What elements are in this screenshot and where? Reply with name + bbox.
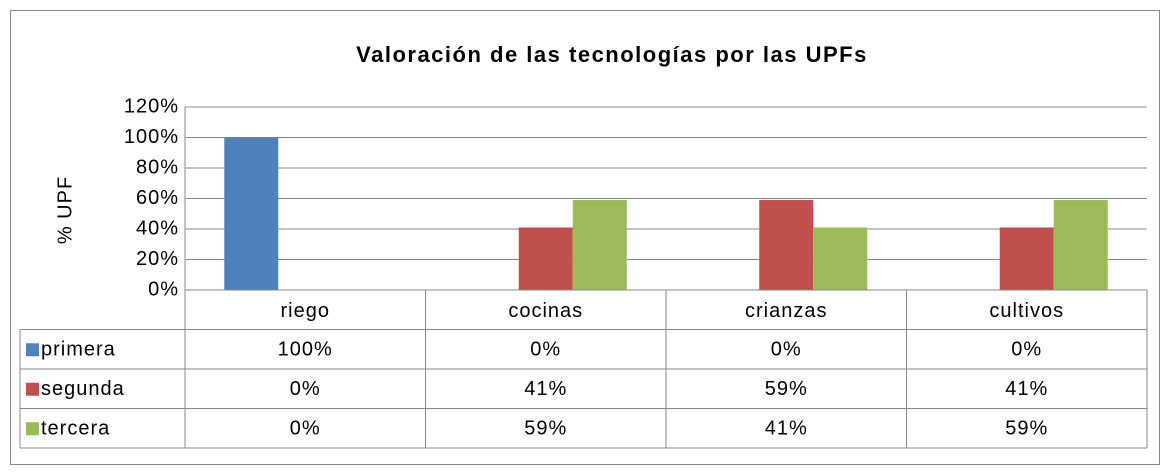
legend-key xyxy=(26,382,39,396)
data-label: 0% xyxy=(1011,339,1042,361)
x-tick-label: cultivos xyxy=(989,300,1064,322)
bar xyxy=(572,200,627,290)
bar xyxy=(759,200,814,290)
legend-label: segunda xyxy=(41,378,125,400)
legend-label: tercera xyxy=(41,418,110,440)
x-tick-label: cocinas xyxy=(508,300,583,322)
data-label: 41% xyxy=(1005,378,1048,400)
legend-label: primera xyxy=(41,339,116,361)
y-tick-label: 60% xyxy=(136,187,179,209)
bar xyxy=(1053,200,1108,290)
data-label: 41% xyxy=(524,378,567,400)
data-label: 100% xyxy=(278,339,333,361)
y-tick-label: 20% xyxy=(136,248,179,270)
data-label: 59% xyxy=(765,378,808,400)
x-tick-label: riego xyxy=(281,300,330,322)
bar xyxy=(813,227,868,290)
legend-key xyxy=(26,422,39,436)
data-label: 59% xyxy=(1005,418,1048,440)
y-tick-label: 40% xyxy=(136,217,179,239)
data-label: 0% xyxy=(530,339,561,361)
y-tick-label: 100% xyxy=(124,126,179,148)
data-label: 0% xyxy=(290,378,321,400)
legend-key xyxy=(26,343,39,357)
y-tick-label: 120% xyxy=(124,95,179,117)
chart-title: Valoración de las tecnologías por las UP… xyxy=(356,42,868,67)
bar xyxy=(224,137,279,290)
y-tick-label: 80% xyxy=(136,156,179,178)
data-label: 59% xyxy=(524,418,567,440)
bar xyxy=(999,227,1054,290)
data-label: 0% xyxy=(290,418,321,440)
bar xyxy=(518,227,573,290)
data-label: 41% xyxy=(765,418,808,440)
y-tick-label: 0% xyxy=(148,278,179,300)
x-tick-label: crianzas xyxy=(745,300,827,322)
y-axis-label: % UPF xyxy=(54,176,76,244)
data-label: 0% xyxy=(771,339,802,361)
